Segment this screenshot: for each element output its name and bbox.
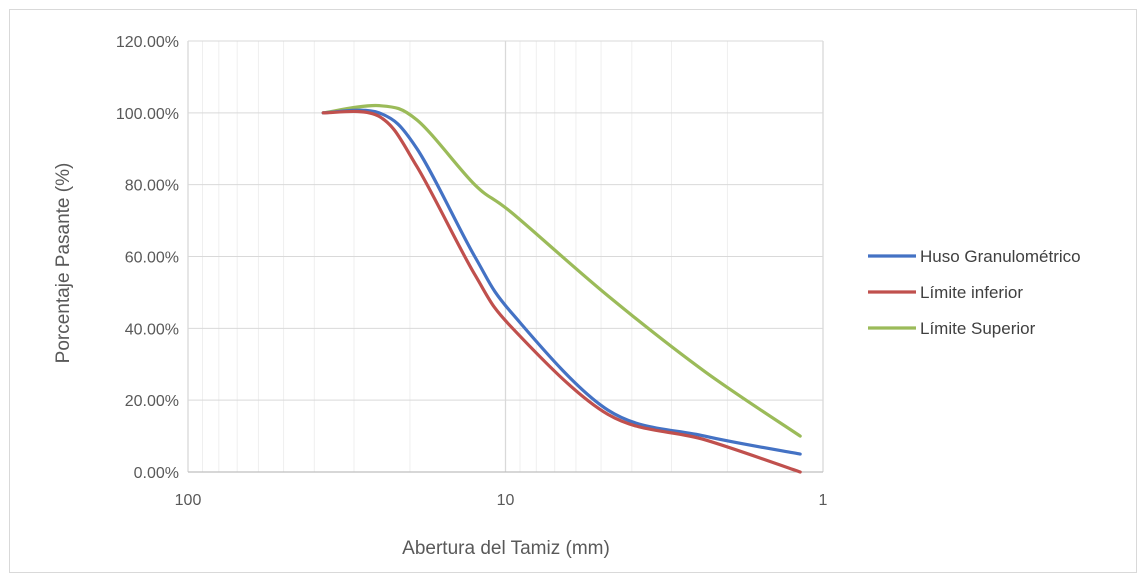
y-tick-label: 40.00%	[125, 321, 179, 338]
series-line	[321, 109, 802, 474]
y-tick-label: 60.00%	[125, 250, 179, 267]
grid-layer	[187, 40, 824, 473]
x-tick-label: 10	[497, 492, 515, 509]
series-line	[321, 103, 802, 438]
x-tick-label: 100	[175, 492, 202, 509]
y-axis-title: Porcentaje Pasante (%)	[53, 163, 74, 364]
axis-layer: 0.00% 20.00% 40.00% 60.00% 80.00% 100.00% 120.…	[116, 34, 828, 509]
legend-label: Huso Granulométrico	[920, 247, 1081, 266]
legend-label: Límite inferior	[920, 283, 1023, 302]
series-layer	[321, 103, 802, 474]
y-tick-label: 20.00%	[125, 393, 179, 410]
legend-layer: Huso Granulométrico Límite inferior Límite…	[868, 247, 1081, 338]
y-tick-label: 120.00%	[116, 34, 179, 51]
legend-label: Límite Superior	[920, 319, 1036, 338]
x-tick-label: 1	[819, 492, 828, 509]
y-tick-label: 0.00%	[134, 465, 179, 482]
x-axis-title: Abertura del Tamiz (mm)	[402, 538, 610, 559]
y-tick-label: 80.00%	[125, 178, 179, 195]
y-tick-label: 100.00%	[116, 106, 179, 123]
series-line	[321, 108, 802, 456]
chart-frame	[9, 9, 1137, 573]
